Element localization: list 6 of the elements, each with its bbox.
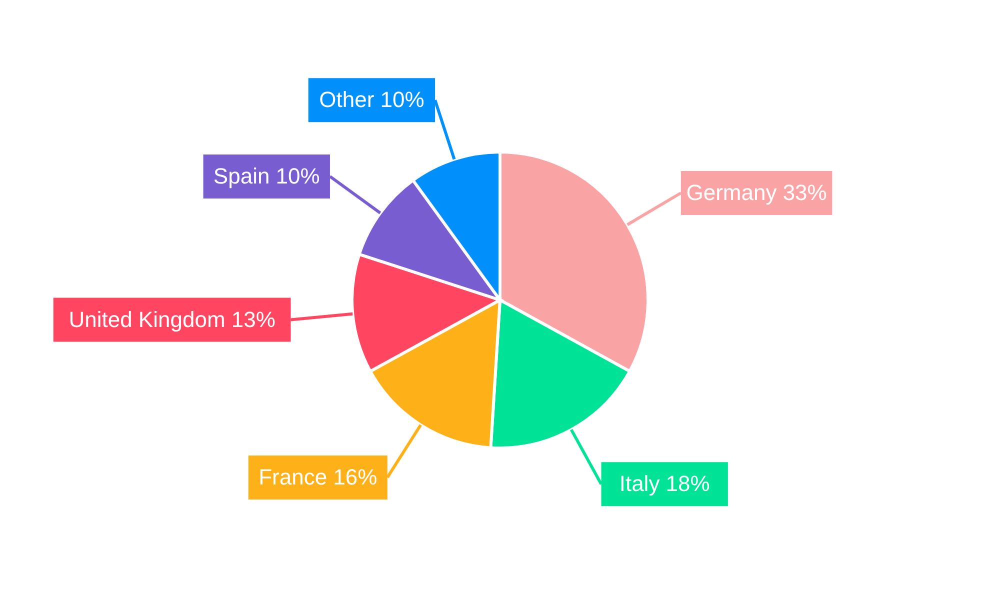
slice-label: United Kingdom 13%: [68, 306, 276, 332]
slice-label: Italy 18%: [619, 471, 710, 496]
slice-label: France 16%: [258, 464, 378, 490]
slice-label: Germany 33%: [686, 180, 827, 206]
slice-label: Other 10%: [319, 87, 424, 112]
slice-label: Spain 10%: [213, 163, 320, 188]
